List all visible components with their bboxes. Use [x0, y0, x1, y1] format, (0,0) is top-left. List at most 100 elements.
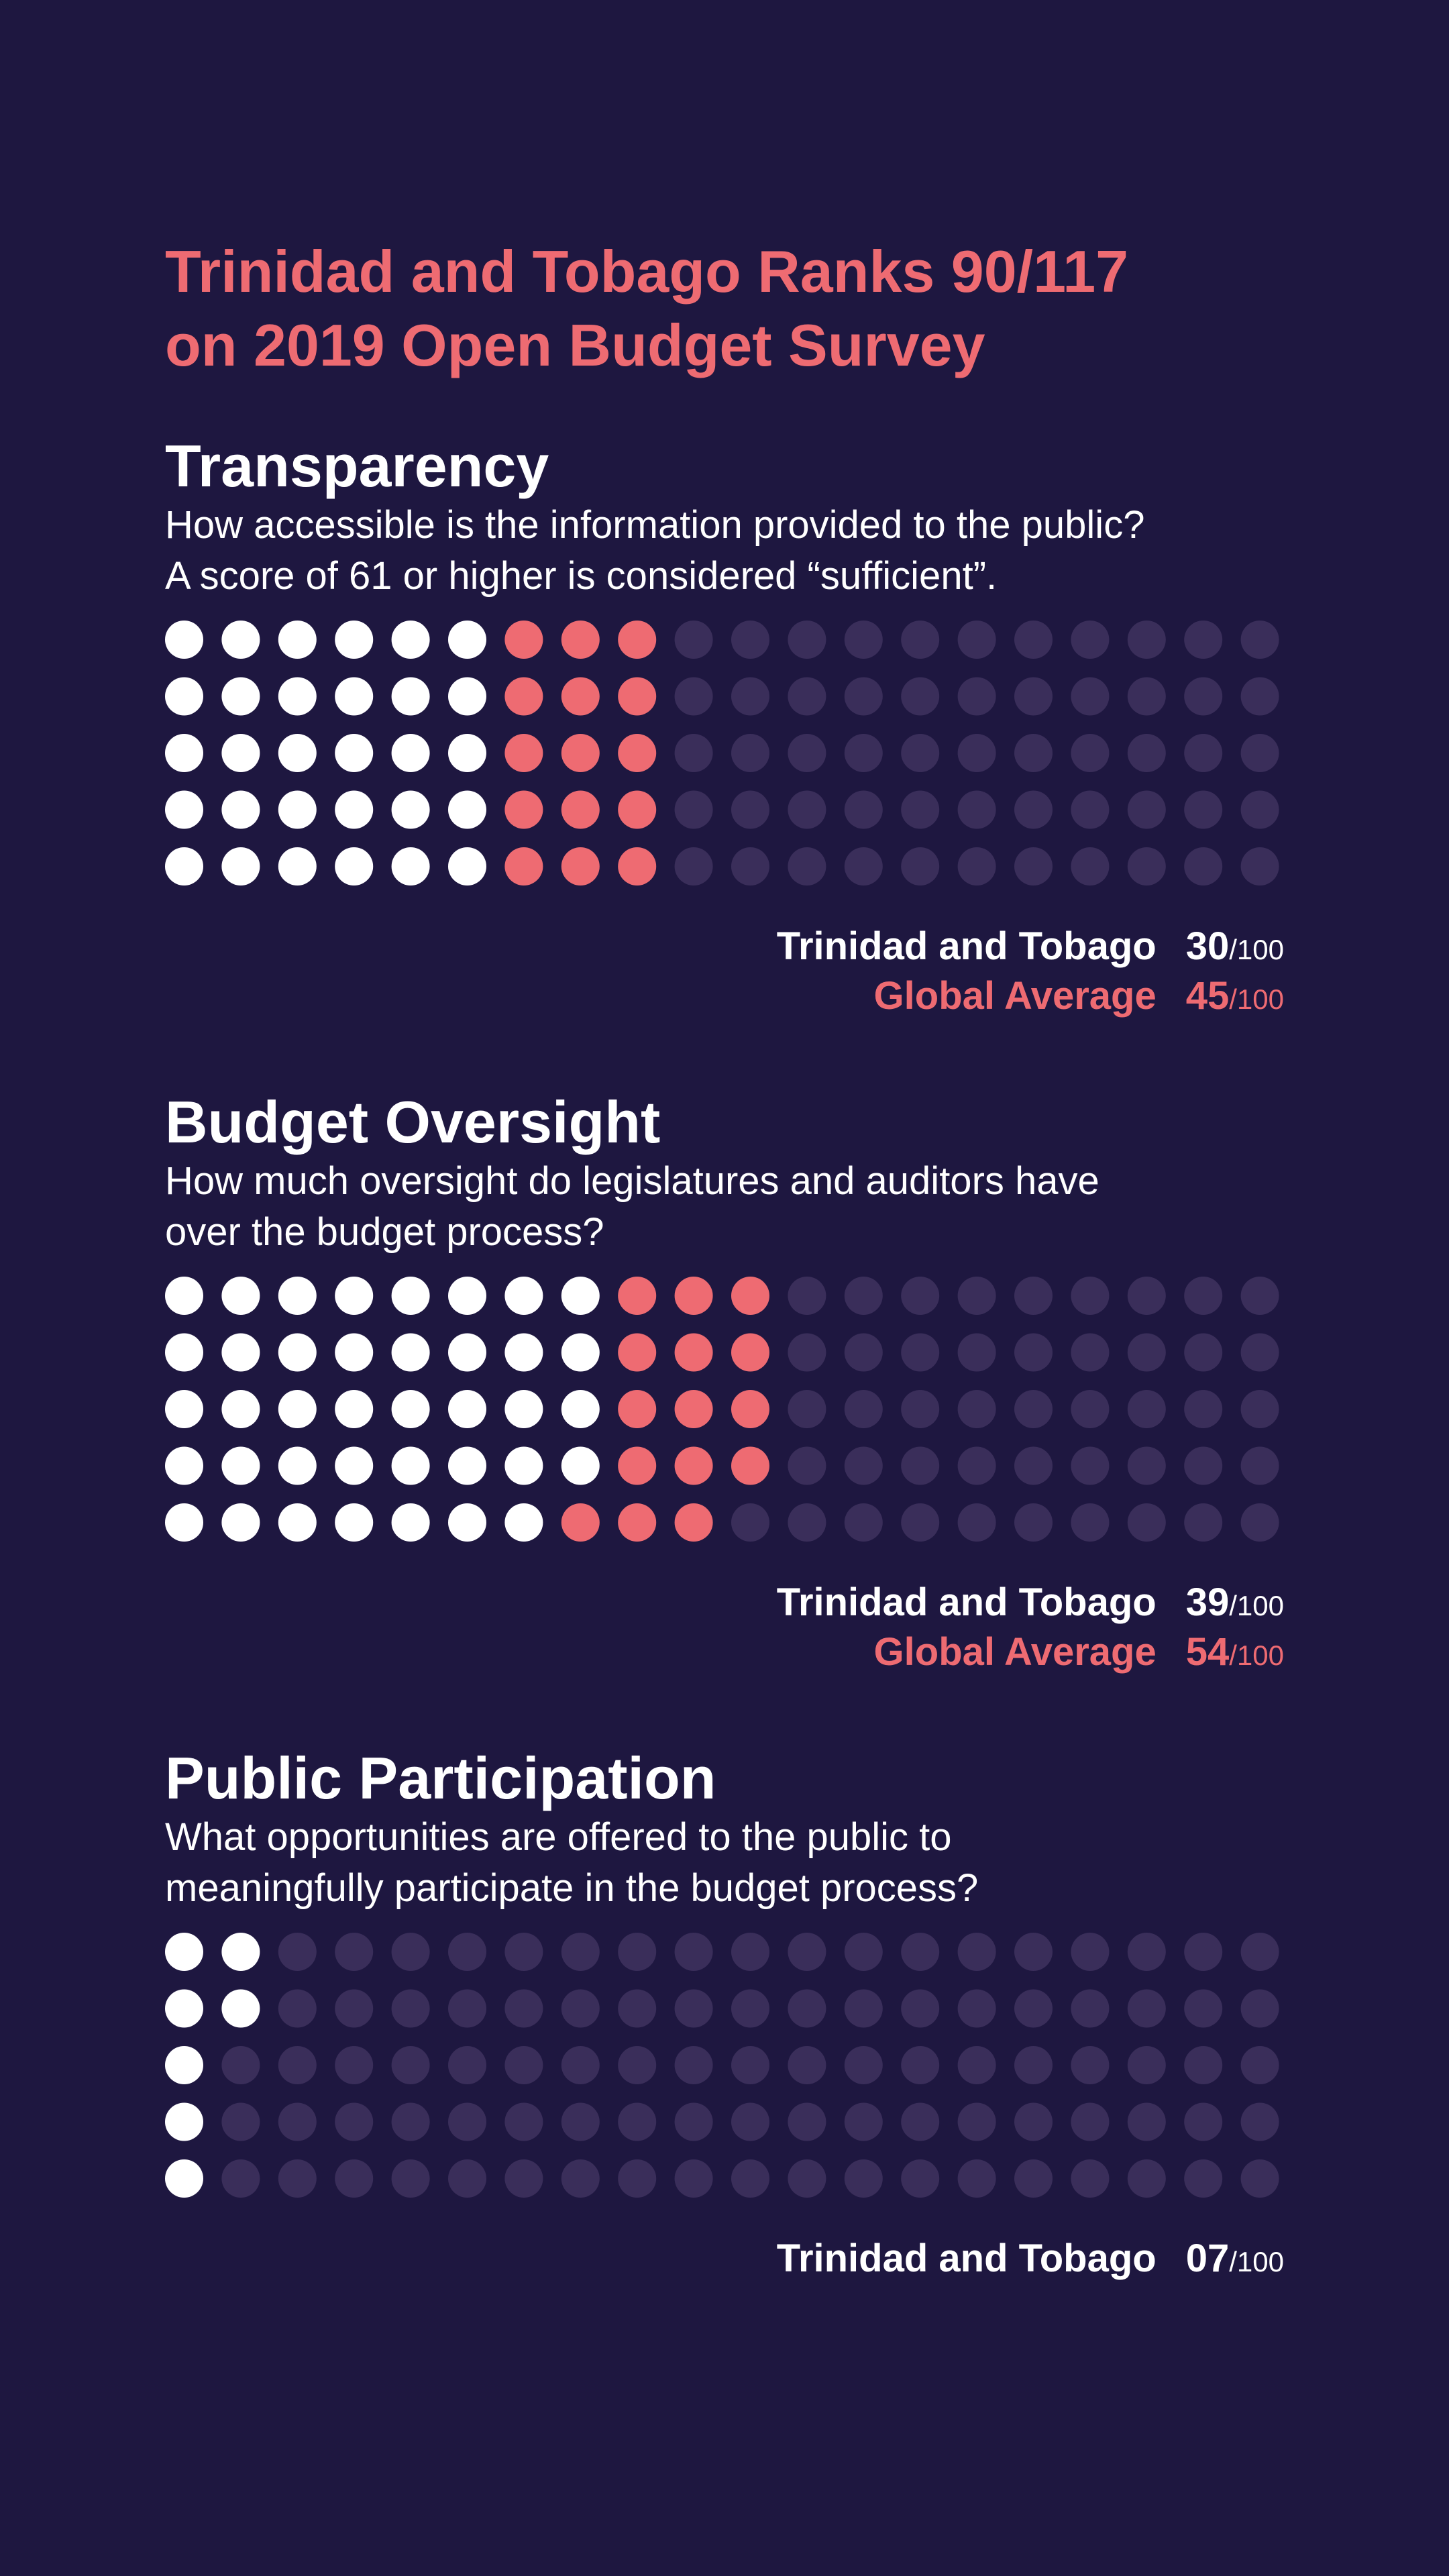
dot-empty: [731, 734, 769, 772]
dot-country: [165, 677, 203, 716]
dot-country: [391, 1390, 430, 1428]
dot-global: [618, 1503, 657, 1542]
dot-empty: [335, 2102, 374, 2141]
page-title: Trinidad and Tobago Ranks 90/117 on 2019…: [165, 235, 1305, 382]
dot-empty: [391, 2046, 430, 2084]
dot-empty: [844, 734, 883, 772]
dot-country: [165, 1390, 203, 1428]
dot-country: [335, 677, 374, 716]
dot-empty: [1127, 2159, 1166, 2198]
dot-empty: [1127, 1503, 1166, 1542]
dot-empty: [1240, 1503, 1279, 1542]
dot-empty: [1240, 734, 1279, 772]
dot-global: [504, 790, 543, 829]
dot-empty: [1071, 1277, 1110, 1316]
dot-empty: [788, 2046, 826, 2084]
dot-country: [278, 677, 317, 716]
dot-empty: [901, 1989, 940, 2028]
dot-empty: [335, 2159, 374, 2198]
dot-empty: [1071, 621, 1110, 659]
dot-empty: [1071, 1390, 1110, 1428]
dot-empty: [1240, 1989, 1279, 2028]
dot-country: [165, 1333, 203, 1372]
dot-empty: [1127, 2046, 1166, 2084]
dot-empty: [1014, 2046, 1053, 2084]
dot-country: [221, 1333, 260, 1372]
dot-country: [221, 1989, 260, 2028]
dot-empty: [1127, 1390, 1166, 1428]
dot-country: [221, 621, 260, 659]
dot-empty: [1071, 1989, 1110, 2028]
dot-country: [335, 790, 374, 829]
dot-empty: [1071, 790, 1110, 829]
dot-empty: [1240, 847, 1279, 885]
dot-empty: [561, 2102, 600, 2141]
dot-empty: [788, 621, 826, 659]
dot-empty: [1127, 2102, 1166, 2141]
dot-empty: [447, 2159, 486, 2198]
dot-global: [618, 734, 657, 772]
dot-country: [165, 1989, 203, 2028]
dot-empty: [391, 1933, 430, 1972]
dot-country: [221, 677, 260, 716]
dot-global: [618, 1446, 657, 1485]
dot-empty: [788, 2159, 826, 2198]
dot-empty: [278, 1989, 317, 2028]
dot-country: [165, 621, 203, 659]
dot-empty: [1014, 2102, 1053, 2141]
dot-global: [561, 677, 600, 716]
dot-empty: [447, 2046, 486, 2084]
dot-empty: [957, 1333, 996, 1372]
dot-country: [504, 1277, 543, 1316]
dot-empty: [788, 1333, 826, 1372]
dot-empty: [561, 1933, 600, 1972]
dot-country: [221, 790, 260, 829]
dot-empty: [731, 1989, 769, 2028]
dot-empty: [1184, 1503, 1223, 1542]
dot-empty: [1184, 1446, 1223, 1485]
country-score-max: /100: [1229, 1590, 1284, 1621]
dot-empty: [1240, 1333, 1279, 1372]
dot-country: [447, 621, 486, 659]
dot-empty: [1014, 1933, 1053, 1972]
dot-global: [618, 790, 657, 829]
dot-empty: [844, 621, 883, 659]
dot-empty: [674, 621, 713, 659]
dot-empty: [788, 1277, 826, 1316]
dot-empty: [957, 1277, 996, 1316]
dot-empty: [731, 1503, 769, 1542]
dot-empty: [504, 2159, 543, 2198]
dot-empty: [788, 677, 826, 716]
dot-country: [447, 1333, 486, 1372]
dot-empty: [1127, 1446, 1166, 1485]
dot-empty: [278, 2159, 317, 2198]
dot-empty: [957, 1989, 996, 2028]
dot-empty: [844, 1333, 883, 1372]
dot-empty: [1127, 1277, 1166, 1316]
dot-empty: [1127, 1989, 1166, 2028]
dot-empty: [504, 2046, 543, 2084]
dot-country: [391, 677, 430, 716]
country-score-row: Trinidad and Tobago 07 /100: [777, 2236, 1284, 2286]
legend-label-global: Global Average: [873, 1630, 1157, 1674]
dot-empty: [674, 1933, 713, 1972]
dot-empty: [674, 2046, 713, 2084]
dot-country: [335, 621, 374, 659]
dot-empty: [901, 1933, 940, 1972]
dot-empty: [957, 1503, 996, 1542]
dot-global: [504, 677, 543, 716]
global-score-row: Global Average 45 /100: [874, 973, 1284, 1023]
dot-empty: [447, 1989, 486, 2028]
dot-empty: [788, 2102, 826, 2141]
dot-global: [561, 1503, 600, 1542]
dot-global: [618, 1390, 657, 1428]
dot-country: [278, 1333, 317, 1372]
dot-empty: [1184, 2159, 1223, 2198]
description-line: How accessible is the information provid…: [165, 503, 1145, 547]
dot-country: [335, 1333, 374, 1372]
dot-global: [731, 1333, 769, 1372]
dot-empty: [901, 677, 940, 716]
dot-empty: [1071, 1503, 1110, 1542]
dot-global: [618, 1333, 657, 1372]
dot-empty: [447, 2102, 486, 2141]
